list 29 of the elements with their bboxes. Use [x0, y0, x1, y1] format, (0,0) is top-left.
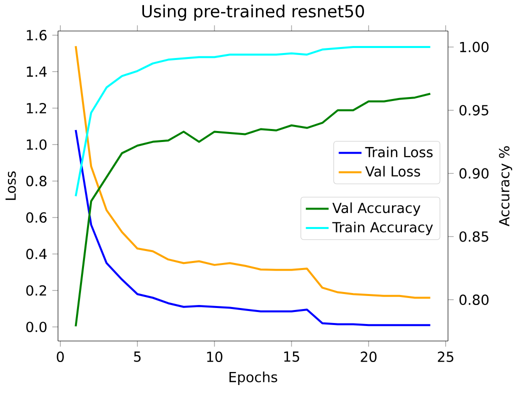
y-tick-label: 0.2 — [26, 285, 46, 296]
legend-label: Val Loss — [365, 166, 420, 177]
y2-tick-label: 0.80 — [460, 294, 489, 306]
line-series — [74, 92, 432, 328]
legend-label: Train Loss — [365, 146, 433, 158]
x-tick-label: 15 — [284, 352, 300, 362]
y-tick-label: 1.4 — [26, 66, 47, 77]
x-tick-label: 5 — [134, 352, 141, 362]
legend-label: Val Accuracy — [332, 202, 420, 216]
x-tick-label: 25 — [438, 352, 454, 362]
y2-tick-label: 0.95 — [460, 104, 488, 116]
y-tick-label: 1.0 — [26, 139, 47, 150]
y-tick-label: 0.6 — [26, 212, 47, 223]
legend-label: Train Accuracy — [332, 222, 433, 236]
y-tick-label: 0.4 — [26, 248, 47, 260]
x-tick-label: 0 — [56, 352, 64, 362]
y-tick-label: 0.0 — [26, 322, 47, 332]
y2-tick-label: 1.00 — [460, 42, 489, 52]
x-tick-label: 20 — [360, 352, 377, 362]
x-axis-title: Epochs — [230, 372, 278, 385]
chart-title: Using pre-trained resnet50 — [142, 4, 364, 21]
y2-axis-title: Accuracy % — [498, 146, 512, 226]
y-tick-label: 1.2 — [26, 102, 46, 114]
y-tick-label: 0.8 — [26, 176, 46, 186]
x-tick-label: 10 — [207, 352, 222, 362]
y2-tick-label: 0.85 — [460, 231, 488, 242]
y2-tick-label: 0.90 — [460, 168, 489, 179]
y-axis-title: Loss — [6, 171, 16, 200]
y-tick-label: 1.6 — [26, 30, 47, 40]
